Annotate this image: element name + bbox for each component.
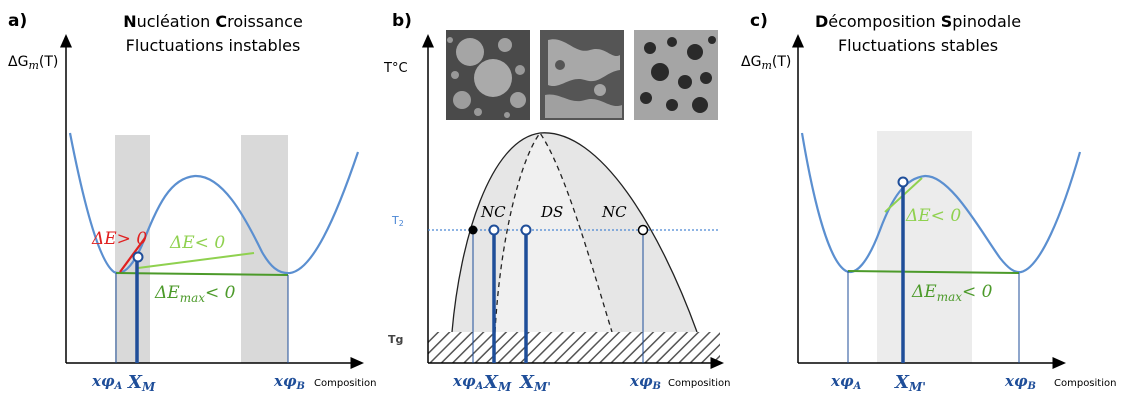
panel-c-title-line2: Fluctuations stables bbox=[838, 36, 998, 55]
panel-a-delta-e-pos: ΔE> 0 bbox=[91, 229, 147, 249]
panel-a-y-axis-label: ΔGm(T) bbox=[8, 54, 58, 72]
panel-c-common-tangent bbox=[847, 270, 1020, 274]
panel-a-light-green-line bbox=[137, 252, 255, 269]
spinodal-curve bbox=[494, 131, 613, 333]
panel-c-delta-emax: ΔEmax< 0 bbox=[911, 282, 993, 304]
label-nc-left: NC bbox=[480, 203, 506, 221]
panel-a-delta-e-neg: ΔE< 0 bbox=[169, 233, 225, 253]
panel-c: c) Décomposition Spinodale Fluctuations … bbox=[741, 11, 1116, 394]
panel-a-x-phi-a: xφA bbox=[91, 372, 123, 392]
tg-label: Tg bbox=[388, 333, 403, 346]
tg-hatched-strip bbox=[428, 332, 720, 363]
panel-c-delta-e-neg: ΔE< 0 bbox=[905, 206, 961, 226]
micrograph-droplets bbox=[446, 30, 530, 120]
panel-b-point-xmp bbox=[520, 224, 532, 236]
panel-a-band-left bbox=[115, 135, 150, 363]
panel-a-title-line1: Nucléation Croissance bbox=[123, 12, 303, 31]
panel-a: a) Nucléation Croissance Fluctuations in… bbox=[8, 11, 376, 394]
panel-c-band bbox=[877, 131, 972, 363]
panel-a-title-line2: Fluctuations instables bbox=[126, 36, 301, 55]
panel-c-x-mp: XM' bbox=[894, 372, 926, 394]
panel-b: b) T°C bbox=[383, 11, 730, 394]
panel-c-y-axis-label: ΔGm(T) bbox=[741, 54, 791, 72]
panel-a-free-energy-curve bbox=[68, 132, 360, 275]
panel-b-y-axis-label: T°C bbox=[383, 61, 408, 76]
panel-b-point-phi-b bbox=[637, 224, 649, 236]
panel-b-x-m: XM bbox=[483, 372, 512, 394]
panel-b-point-xm bbox=[488, 224, 500, 236]
panel-c-letter: c) bbox=[750, 11, 768, 31]
panel-b-x-axis-label: Composition bbox=[668, 378, 730, 389]
panel-a-common-tangent bbox=[115, 272, 289, 276]
label-nc-right: NC bbox=[601, 203, 627, 221]
panel-a-point-xm bbox=[132, 251, 144, 263]
panel-c-x-phi-b: xφB bbox=[1004, 372, 1036, 392]
panel-b-x-phi-b: xφB bbox=[629, 372, 661, 392]
panel-b-x-mp: XM' bbox=[519, 372, 551, 394]
t2-label: T2 bbox=[391, 214, 404, 228]
panel-b-x-phi-a: xφA bbox=[452, 372, 484, 392]
panel-c-x-axis-label: Composition bbox=[1054, 378, 1116, 389]
panel-a-x-phi-b: xφB bbox=[273, 372, 305, 392]
panel-a-red-line bbox=[119, 237, 146, 273]
panel-a-delta-emax: ΔEmax< 0 bbox=[154, 283, 236, 305]
panel-b-point-phi-a bbox=[468, 225, 478, 235]
label-ds: DS bbox=[540, 203, 563, 221]
panel-a-letter: a) bbox=[8, 11, 27, 31]
micrograph-spots bbox=[634, 30, 718, 120]
binodal-curve bbox=[451, 132, 698, 333]
panel-c-point-xmp bbox=[897, 176, 909, 188]
panel-c-x-phi-a: xφA bbox=[830, 372, 862, 392]
panel-c-free-energy-curve bbox=[800, 132, 1082, 274]
micrograph-spinodal bbox=[540, 30, 624, 120]
panel-c-title-line1: Décomposition Spinodale bbox=[815, 12, 1021, 31]
panel-a-x-axis-label: Composition bbox=[314, 378, 376, 389]
panel-a-band-right bbox=[241, 135, 288, 363]
panel-a-x-m: XM bbox=[127, 372, 156, 394]
panel-b-letter: b) bbox=[392, 11, 412, 31]
